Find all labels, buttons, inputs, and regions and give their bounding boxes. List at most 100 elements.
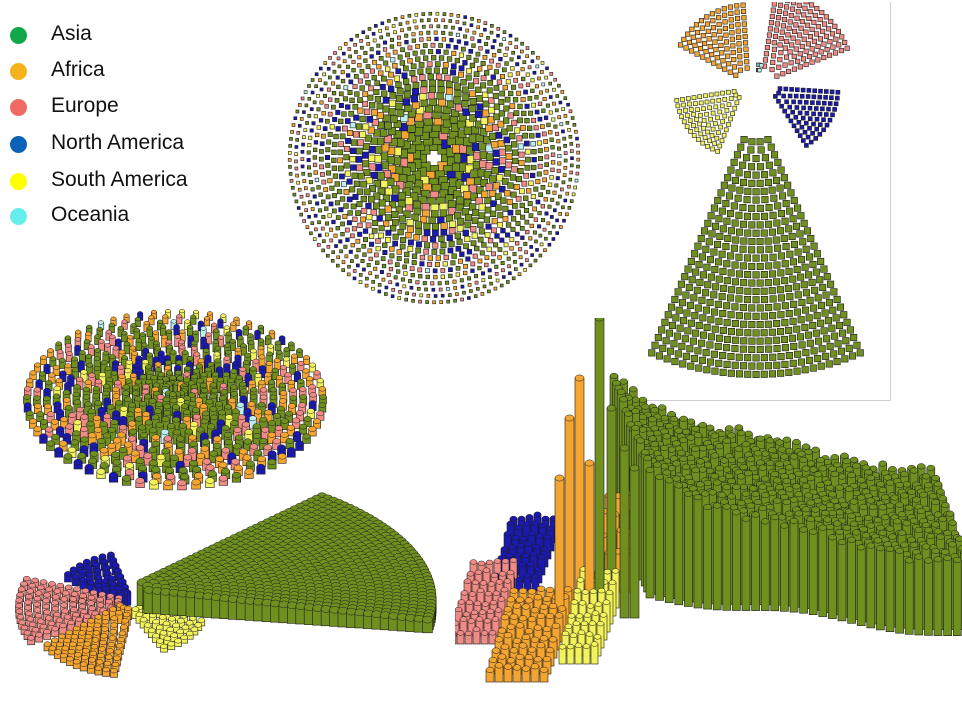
disc3d-bar-asia-cap bbox=[288, 341, 295, 347]
fan-marker-africa bbox=[704, 21, 710, 27]
fan-marker-asia bbox=[756, 238, 764, 246]
disc3d-bar-asia-cap bbox=[150, 374, 158, 381]
fan-marker-europe bbox=[793, 22, 799, 28]
fan-marker-europe bbox=[789, 42, 795, 48]
disc-marker-europe bbox=[305, 193, 310, 198]
disc-marker-europe bbox=[460, 297, 464, 302]
disc-marker-asia bbox=[425, 274, 430, 280]
fan3d-bar-south-america-cap bbox=[168, 616, 176, 622]
disc-marker-asia bbox=[356, 201, 363, 208]
disc3d-bar-europe-cap bbox=[233, 427, 242, 433]
disc3d-bar-africa-cap bbox=[257, 345, 265, 351]
disc-marker-africa bbox=[434, 261, 440, 267]
disc3d-bar-north-america-cap bbox=[217, 318, 224, 323]
disc3d-bar-europe-cap bbox=[308, 384, 316, 390]
fan-marker-asia bbox=[740, 178, 748, 186]
fan-marker-south-america bbox=[697, 121, 702, 127]
fan3d-bar-europe-cap bbox=[33, 601, 41, 607]
disc3d-bar-africa-cap bbox=[63, 397, 71, 403]
fan-marker-asia bbox=[784, 284, 792, 293]
fan3d-bar-africa-cap bbox=[61, 645, 70, 651]
disc-marker-asia bbox=[461, 86, 469, 94]
radial-fan-chart bbox=[620, 2, 891, 401]
fan-marker-asia bbox=[752, 312, 760, 320]
disc-marker-north-america bbox=[349, 37, 354, 42]
disc-marker-asia bbox=[393, 275, 398, 280]
disc3d-bar-north-america-cap bbox=[112, 360, 120, 366]
fan-marker-asia bbox=[655, 352, 664, 360]
disc3d-bar-north-america-cap bbox=[56, 426, 65, 433]
disc-marker-asia bbox=[351, 68, 356, 73]
disc-marker-north-america bbox=[432, 229, 439, 237]
disc-marker-africa bbox=[301, 201, 306, 206]
disc3d-bar-asia bbox=[299, 394, 308, 406]
disc-marker-asia bbox=[524, 164, 531, 171]
disc3d-bar-africa-cap bbox=[34, 362, 42, 368]
disc3d-bar-asia bbox=[274, 340, 282, 351]
disc-marker-north-america bbox=[463, 15, 467, 19]
fan-marker-north-america bbox=[788, 118, 794, 124]
disc-marker-asia bbox=[519, 202, 525, 209]
fan-marker-south-america bbox=[714, 91, 720, 97]
disc-marker-africa bbox=[389, 246, 395, 252]
disc-marker-asia bbox=[484, 206, 492, 214]
disc3d-bar-asia-cap bbox=[240, 388, 248, 394]
fan-marker-north-america bbox=[827, 117, 833, 123]
disc3d-bar-south-america-cap bbox=[100, 455, 110, 462]
fan-marker-africa bbox=[710, 25, 716, 31]
disc3d-bar-europe bbox=[298, 386, 307, 398]
disc3d-bar-africa-cap bbox=[47, 348, 54, 353]
disc3d-bar-asia-cap bbox=[195, 363, 203, 369]
disc3d-bar-asia bbox=[303, 416, 312, 427]
disc-marker-europe bbox=[540, 204, 546, 209]
disc-marker-asia bbox=[528, 213, 534, 219]
fan-marker-europe bbox=[817, 17, 823, 23]
fan-marker-africa bbox=[744, 59, 750, 65]
fan3d-bar-europe-cap bbox=[23, 575, 31, 582]
disc-marker-asia bbox=[481, 242, 487, 248]
disc-marker-europe bbox=[533, 125, 539, 131]
disc3d-bar-north-america-cap bbox=[62, 433, 72, 439]
disc-marker-asia bbox=[367, 94, 374, 101]
fan-marker-south-america bbox=[700, 140, 706, 146]
disc3d-bar-asia-cap bbox=[162, 396, 171, 403]
fan-marker-asia bbox=[723, 217, 731, 225]
fan-marker-asia bbox=[811, 286, 819, 294]
fan-marker-asia bbox=[798, 256, 806, 264]
disc3d-bar-africa-cap bbox=[26, 378, 34, 384]
disc-marker-africa bbox=[384, 205, 392, 213]
disc-marker-africa bbox=[405, 232, 412, 239]
fan-marker-asia bbox=[756, 246, 764, 254]
disc-marker-asia bbox=[306, 165, 311, 170]
disc-marker-north-america bbox=[415, 241, 422, 248]
fan3d-bar-africa-cap bbox=[102, 666, 110, 673]
fan-marker-asia bbox=[823, 273, 831, 281]
disc3d-bar-asia-cap bbox=[249, 394, 258, 400]
disc-marker-north-america bbox=[319, 141, 325, 147]
disc-marker-asia bbox=[363, 168, 371, 176]
fan-marker-asia bbox=[690, 354, 698, 363]
disc3d-bar-asia bbox=[123, 341, 131, 355]
fan-marker-asia bbox=[689, 337, 697, 345]
disc-marker-asia bbox=[305, 121, 309, 125]
fan3d-bar-south-america-cap bbox=[139, 617, 148, 623]
fan-marker-africa bbox=[743, 52, 749, 59]
fan-marker-south-america bbox=[704, 99, 710, 105]
disc-marker-asia bbox=[512, 157, 519, 165]
fan-marker-asia bbox=[748, 204, 756, 212]
disc-marker-africa bbox=[305, 225, 310, 229]
disc3d-bar-asia bbox=[230, 368, 238, 384]
disc-marker-asia bbox=[439, 248, 446, 255]
disc-marker-asia bbox=[533, 186, 539, 192]
fan-marker-asia bbox=[777, 227, 785, 235]
disc-marker-europe bbox=[326, 245, 331, 249]
legend-item-asia: Asia bbox=[10, 20, 92, 50]
fan-marker-europe bbox=[797, 32, 803, 38]
disc-marker-asia bbox=[399, 222, 407, 230]
disc3d-bar-asia bbox=[296, 348, 303, 358]
fan3d-bar-north-america bbox=[79, 577, 88, 590]
disc-marker-africa bbox=[560, 90, 565, 94]
disc-marker-asia bbox=[367, 27, 372, 31]
fan-marker-asia bbox=[769, 253, 777, 261]
disc-marker-asia bbox=[454, 83, 461, 91]
